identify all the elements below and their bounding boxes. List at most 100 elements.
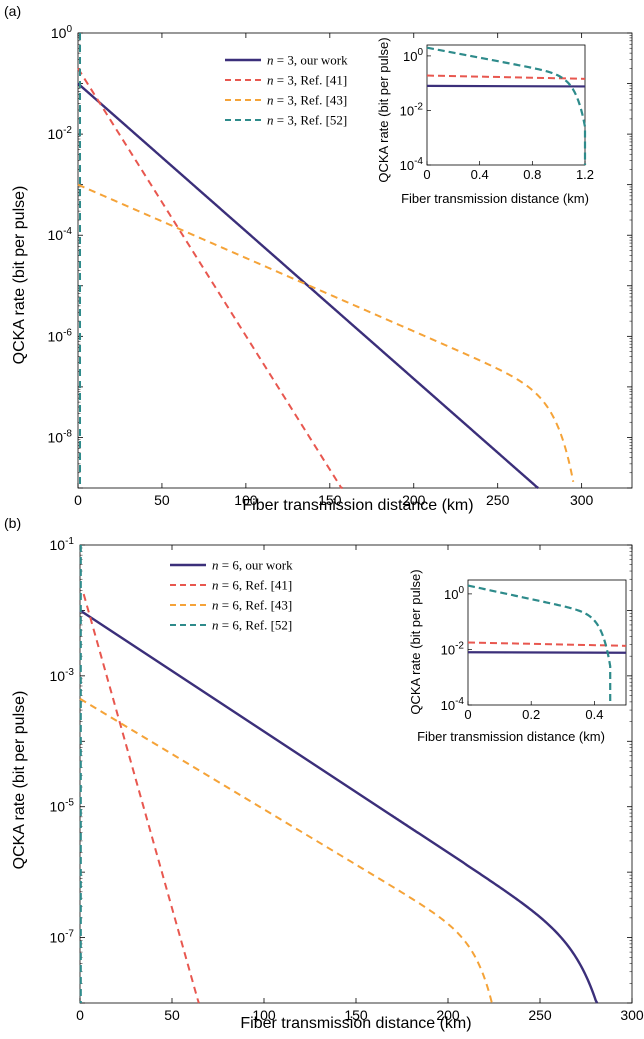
inset-x-tick-label: 0: [464, 707, 471, 722]
y-tick-label-exp: -2: [63, 125, 72, 136]
inset-y-tick-label-base: 10: [400, 103, 414, 118]
inset-y-tick-label-base: 10: [403, 49, 417, 64]
y-tick-label: 10-5: [50, 798, 75, 815]
y-tick-label-base: 10: [48, 429, 64, 445]
y-tick-label: 10-8: [48, 428, 73, 445]
y-tick-label-exp: -5: [65, 798, 74, 809]
y-tick-label-base: 10: [50, 537, 66, 553]
inset-x-tick-label: 0.8: [523, 167, 541, 182]
legend-label-text: = 6, Ref. [52]: [219, 618, 293, 633]
legend-label-text: = 6, our work: [219, 558, 294, 573]
y-tick-label-exp: -6: [63, 327, 72, 338]
y-tick-label: 10-2: [48, 125, 73, 142]
y-tick-label-exp: -1: [65, 536, 74, 547]
inset-x-tick-label: 0.4: [585, 707, 603, 722]
legend-label-var: n: [212, 558, 219, 573]
inset-y-tick-label: 100: [403, 47, 423, 64]
panel-a-label: (a): [4, 3, 21, 19]
x-tick-label: 300: [620, 1007, 644, 1023]
x-tick-label: 300: [570, 492, 594, 508]
y-tick-label: 10-1: [50, 536, 75, 553]
y-tick-label-base: 10: [48, 126, 64, 142]
inset-y-tick-label: 10-2: [441, 640, 465, 657]
legend-label-text: = 3, Ref. [43]: [274, 93, 348, 108]
legend-label-4: n = 6, Ref. [52]: [212, 618, 292, 633]
legend-label-var: n: [267, 93, 274, 108]
legend-label-var: n: [212, 598, 219, 613]
panel-a-inset-y-axis-title: QCKA rate (bit per pulse): [376, 37, 391, 182]
inset-y-tick-label-base: 10: [400, 158, 414, 173]
inset-series-ref41: [467, 641, 627, 647]
x-tick-label: 150: [344, 1007, 368, 1023]
legend-label-3: n = 3, Ref. [43]: [267, 93, 347, 108]
legend-label-var: n: [267, 73, 274, 88]
panel-b-inset-y-axis-title: QCKA rate (bit per pulse): [408, 569, 423, 714]
y-tick-label-base: 10: [50, 930, 66, 946]
legend-label-1: n = 6, our work: [212, 558, 293, 573]
legend-label-text: = 3, our work: [274, 53, 349, 68]
y-tick-label-exp: -8: [63, 428, 72, 439]
x-tick-label: 0: [76, 1007, 84, 1023]
inset-frame: [426, 44, 586, 166]
y-tick-label: 10-7: [50, 929, 75, 946]
panel-a-inset-x-axis-title: Fiber transmission distance (km): [401, 191, 589, 206]
panel-b-x-ticks: 0 50 100 150 200 250 300: [76, 545, 644, 1023]
panel-b-inset-x-axis-title: Fiber transmission distance (km): [417, 729, 605, 744]
legend-label-var: n: [212, 578, 219, 593]
legend-label-2: n = 6, Ref. [41]: [212, 578, 292, 593]
inset-x-tick-label: 1.2: [576, 167, 594, 182]
legend-label-var: n: [267, 53, 274, 68]
legend-label-var: n: [267, 113, 274, 128]
y-tick-label: 10-4: [48, 226, 73, 243]
x-tick-label: 50: [164, 1007, 180, 1023]
series-line-1: [77, 82, 539, 489]
x-tick-label: 250: [528, 1007, 552, 1023]
series-line-1: [79, 609, 599, 1004]
legend-label-text: = 3, Ref. [52]: [274, 113, 348, 128]
y-tick-label-base: 10: [50, 668, 66, 684]
legend-label-1: n = 3, our work: [267, 53, 348, 68]
legend-label-text: = 6, Ref. [41]: [219, 578, 293, 593]
inset-series-ref41: [426, 74, 586, 80]
y-tick-label: 10-6: [48, 327, 73, 344]
inset-y-tick-label-exp: -2: [414, 101, 423, 112]
plot-frame: [77, 32, 633, 489]
inset-y-tick-label-base: 10: [444, 587, 458, 602]
x-tick-label: 250: [486, 492, 510, 508]
legend-label-var: n: [212, 618, 219, 633]
panel-b-y-axis-title: QCKA rate (bit per pulse): [11, 691, 28, 870]
y-tick-label-exp: -7: [65, 929, 74, 940]
x-tick-label: 150: [318, 492, 342, 508]
panel-b-inset: QCKA rate (bit per pulse) Fiber transmis…: [408, 569, 627, 744]
legend-label-4: n = 3, Ref. [52]: [267, 113, 347, 128]
panel-a-x-ticks: 0 50 100 150 200 250 300: [74, 33, 594, 508]
inset-y-tick-label: 10-2: [400, 101, 424, 118]
inset-y-tick-label-exp: -4: [455, 696, 464, 707]
inset-y-tick-label-exp: 0: [458, 585, 464, 596]
panel-b-series: [79, 545, 599, 1004]
inset-x-tick-label: 0: [423, 167, 430, 182]
panel-b: (b) QCKA rate (bit per pulse) Fiber tran…: [4, 515, 644, 1032]
y-tick-label-base: 10: [51, 25, 67, 41]
inset-y-tick-label: 100: [444, 585, 464, 602]
y-tick-label: 100: [51, 24, 73, 41]
panel-b-x-axis-title: Fiber transmission distance (km): [240, 1015, 471, 1032]
y-tick-label-base: 10: [48, 328, 64, 344]
inset-y-tick-label-exp: -4: [414, 156, 423, 167]
legend-label-text: = 6, Ref. [43]: [219, 598, 293, 613]
series-line-2: [77, 67, 343, 489]
panel-a-x-axis-title: Fiber transmission distance (km): [242, 497, 473, 514]
panel-b-y-ticks: 10-110-310-510-7: [50, 536, 632, 1004]
y-tick-label-exp: 0: [66, 24, 72, 35]
inset-series-ref52: [426, 46, 587, 165]
inset-series-ours: [467, 651, 627, 654]
x-tick-label: 50: [154, 492, 170, 508]
y-tick-label-base: 10: [48, 227, 64, 243]
legend-label-2: n = 3, Ref. [41]: [267, 73, 347, 88]
